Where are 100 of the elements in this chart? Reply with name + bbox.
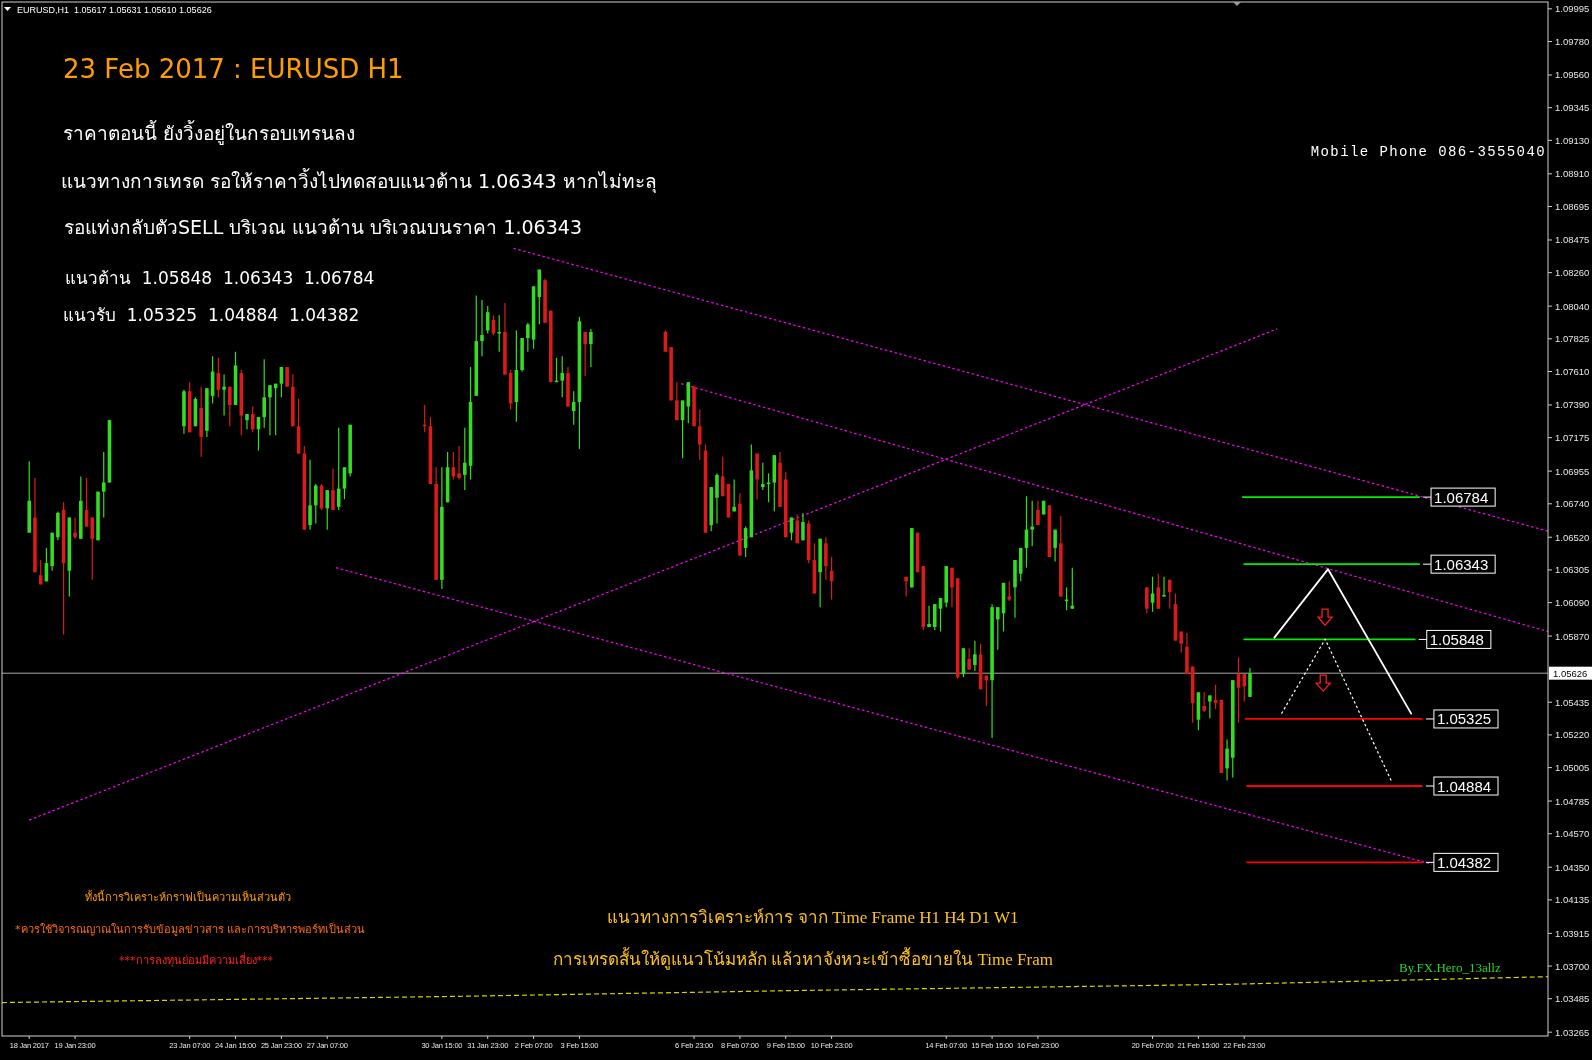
- y-tick-label: 1.09995: [1555, 3, 1590, 15]
- candlestick: [463, 427, 467, 491]
- annotation: แนวต้าน 1.05848 1.06343 1.06784: [65, 268, 375, 288]
- candlestick: [589, 328, 593, 368]
- candlestick: [927, 605, 931, 628]
- y-tick-label: 1.08695: [1555, 201, 1590, 213]
- candlestick: [314, 483, 318, 525]
- candlestick: [457, 445, 461, 481]
- candlestick: [245, 413, 249, 430]
- candlestick: [101, 451, 106, 519]
- candlestick: [761, 462, 765, 491]
- y-tick-label: 1.07390: [1555, 399, 1590, 411]
- y-tick-label: 1.06090: [1555, 597, 1590, 609]
- annotation: แนวรับ 1.05325 1.04884 1.04382: [63, 305, 360, 325]
- candlestick: [996, 606, 1000, 651]
- candlestick: [325, 489, 330, 531]
- candlestick: [262, 358, 266, 429]
- candlestick: [715, 472, 719, 525]
- candlestick: [1030, 500, 1034, 547]
- candlestick: [1162, 576, 1166, 598]
- candlestick: [732, 478, 736, 512]
- y-tick-label: 1.07825: [1555, 333, 1590, 345]
- y-tick-label: 1.04135: [1555, 894, 1590, 906]
- y-tick-label: 1.04785: [1555, 795, 1590, 807]
- candlestick: [932, 603, 937, 631]
- data-label: 1.05848: [1429, 630, 1484, 648]
- y-tick-label: 1.05435: [1555, 696, 1590, 708]
- y-tick-label: 1.05005: [1555, 762, 1590, 774]
- candlestick: [1208, 694, 1212, 719]
- annotation: ราคาตอนนี้ ยังวิ้งอยู่ในกรอบเทรนลง: [63, 120, 356, 145]
- data-label: 1.05325: [1436, 710, 1492, 728]
- annotation: แนวทางการเทรด รอให้ราคาวิ้งไปทดสอบแนวต้าน 1.06343 หากไม่ทะลุ: [61, 168, 657, 194]
- y-tick-label: 1.08910: [1555, 168, 1590, 180]
- y-tick-label: 1.09560: [1555, 69, 1590, 81]
- line-series: [1, 976, 1549, 1004]
- candlestick: [1202, 691, 1206, 713]
- ref-line-label: 1.05626: [1553, 667, 1588, 679]
- y-tick-label: 1.05220: [1555, 729, 1590, 741]
- candlestick: [801, 512, 805, 541]
- y-tick-label: 1.09780: [1555, 36, 1590, 48]
- candlestick: [1036, 500, 1040, 526]
- candlestick: [1242, 673, 1247, 703]
- y-tick-label: 1.04570: [1555, 828, 1590, 840]
- y-tick-label: 1.07610: [1555, 366, 1590, 377]
- candlestick: [1225, 738, 1229, 782]
- candlestick: [698, 408, 702, 461]
- y-tick-label: 1.03700: [1555, 960, 1590, 972]
- candlestick: [90, 516, 95, 581]
- candlestick: [950, 567, 954, 608]
- candlestick: [1145, 586, 1149, 614]
- y-tick-label: 1.06305: [1555, 564, 1590, 576]
- y-tick-label: 1.09345: [1555, 102, 1590, 114]
- annotation: การเทรดสั้นให้ดูแนวโน้มหลัก แล้วหาจังหวะเข้าซื้อขายใน Time Fram: [553, 947, 1053, 970]
- candlestick: [250, 405, 255, 433]
- text: 23 Feb 2017 : EURUSD H1: [63, 54, 404, 84]
- candlestick: [824, 536, 828, 581]
- y-tick-label: 1.09130: [1555, 134, 1590, 146]
- y-tick-label: 1.08475: [1555, 234, 1590, 246]
- y-tick-label: 1.03915: [1555, 927, 1590, 939]
- candlestick: [268, 384, 272, 436]
- candlestick: [1167, 579, 1172, 610]
- candlestick: [1053, 529, 1057, 563]
- candlestick: [526, 322, 530, 353]
- y-tick-label: 1.05870: [1555, 630, 1590, 642]
- candlestick: [73, 516, 77, 540]
- candlestick: [675, 381, 679, 421]
- candlestick: [1156, 573, 1161, 610]
- y-tick-label: 1.08260: [1555, 267, 1590, 279]
- y-tick-label: 1.04350: [1555, 861, 1590, 873]
- candlestick: [331, 468, 335, 511]
- y-tick-label: 1.07175: [1555, 432, 1590, 444]
- y-tick-label: 1.06955: [1555, 465, 1590, 477]
- data-label: 1.04884: [1436, 777, 1492, 795]
- y-tick-label: 1.03265: [1555, 1026, 1590, 1038]
- candlestick: [583, 331, 587, 377]
- y-tick-label: 1.03485: [1555, 993, 1590, 1005]
- annotation: รอแท่งกลับตัวSELL บริเวณ แนวต้าน บริเวณบนราคา 1.06343: [64, 216, 582, 238]
- data-label: 1.06784: [1434, 488, 1489, 506]
- annotation: ทั้งนี้การวิเคราะห์กราฟเป็นความเห็นส่วนตัว: [85, 889, 291, 904]
- candlestick: [228, 386, 232, 427]
- candlestick: [967, 647, 971, 671]
- data-label: 1.04382: [1436, 853, 1492, 871]
- candlestick: [308, 459, 312, 531]
- candlestick: [1007, 580, 1012, 602]
- y-tick-label: 1.08040: [1555, 300, 1590, 312]
- annotation: By.FX.Hero_13allz: [1399, 960, 1501, 975]
- annotation: แนวทางการวิเคราะห์การ จาก Time Frame H1 H4 D1 W1: [607, 908, 1019, 927]
- candlestick: [480, 299, 484, 357]
- annotation: ***การลงทุนย่อมมีความเสี่ยง***: [119, 952, 274, 967]
- candlestick: [222, 373, 226, 417]
- candlestick: [1248, 667, 1252, 698]
- candlestick: [795, 513, 799, 544]
- annotation: Mobile Phone 086-3555040: [1310, 144, 1546, 160]
- candlestick: [973, 640, 977, 672]
- candlestick: [560, 355, 564, 398]
- annotation: *ควรใช้วิจารณญาณในการรับข้อมูลข่าวสาร และการบริหารพอร์ทเป็นส่วน: [15, 922, 365, 936]
- y-tick-label: 1.06520: [1555, 531, 1590, 543]
- annotation: EURUSD,H1 1.05617 1.05631 1.05610 1.05626: [17, 5, 212, 15]
- data-label: 1.06343: [1434, 555, 1489, 573]
- y-tick-label: 1.06740: [1555, 498, 1590, 510]
